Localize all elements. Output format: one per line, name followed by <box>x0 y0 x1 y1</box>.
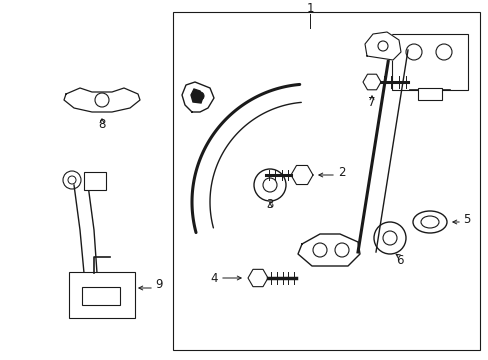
Polygon shape <box>64 88 140 112</box>
Polygon shape <box>364 32 400 60</box>
Polygon shape <box>357 50 407 252</box>
Bar <box>173 12 479 350</box>
Ellipse shape <box>420 216 438 228</box>
Text: 3: 3 <box>266 198 273 211</box>
Polygon shape <box>191 89 203 103</box>
Bar <box>84 172 106 190</box>
Polygon shape <box>290 166 312 185</box>
Text: 7: 7 <box>367 96 375 109</box>
Bar <box>391 34 467 90</box>
Text: 4: 4 <box>210 271 218 284</box>
Bar <box>417 88 441 100</box>
Polygon shape <box>362 74 380 90</box>
Polygon shape <box>297 234 359 266</box>
Text: 1: 1 <box>305 1 313 14</box>
Text: 9: 9 <box>155 279 162 292</box>
Ellipse shape <box>412 211 446 233</box>
Circle shape <box>196 92 203 100</box>
Polygon shape <box>182 82 214 112</box>
FancyBboxPatch shape <box>69 272 135 318</box>
Polygon shape <box>247 269 267 287</box>
Text: 2: 2 <box>337 166 345 180</box>
Text: 8: 8 <box>98 118 105 131</box>
Text: 5: 5 <box>462 213 469 226</box>
Text: 6: 6 <box>395 253 403 266</box>
Bar <box>82 287 120 305</box>
